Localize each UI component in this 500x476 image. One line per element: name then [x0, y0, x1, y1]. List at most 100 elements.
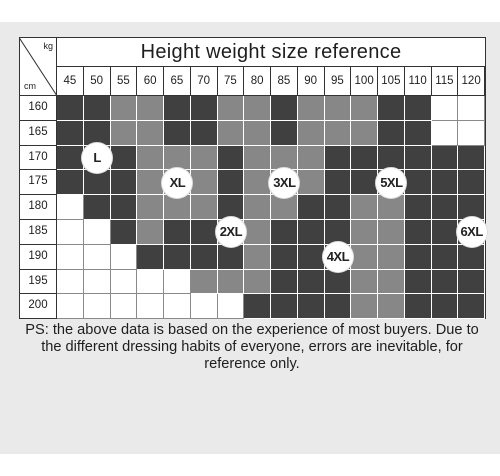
grid-cell — [83, 294, 111, 320]
grid-cell — [431, 195, 459, 220]
grid-cell — [110, 96, 138, 121]
height-header-160: 160 — [20, 96, 57, 121]
grid-cell — [110, 220, 138, 245]
grid-cell — [378, 120, 405, 146]
grid-cell — [137, 294, 164, 320]
weight-header-80: 80 — [244, 67, 271, 96]
weight-header-120: 120 — [458, 67, 485, 96]
grid-cell — [110, 170, 138, 196]
grid-cell — [57, 244, 84, 270]
grid-cell — [244, 170, 271, 196]
grid-cell — [110, 244, 138, 270]
grid-cell — [351, 120, 378, 146]
grid-cell — [190, 244, 218, 270]
weight-header-55: 55 — [110, 67, 138, 96]
grid-cell — [110, 294, 138, 320]
size-badge-3xl: 3XL — [269, 167, 300, 198]
grid-cell — [190, 170, 218, 196]
grid-cell — [297, 145, 325, 171]
grid-cell — [431, 145, 459, 171]
weight-header-110: 110 — [404, 67, 432, 96]
size-badge-xl: XL — [162, 167, 193, 198]
grid-cell — [137, 244, 164, 270]
grid-cell — [351, 145, 378, 171]
grid-cell — [137, 120, 164, 146]
grid-cell — [297, 269, 325, 295]
grid-cell — [458, 120, 485, 146]
grid-cell — [244, 96, 271, 121]
grid-cell — [244, 120, 271, 146]
grid-cell — [431, 244, 459, 270]
grid-cell — [57, 170, 84, 196]
corner-header: kg cm — [20, 38, 57, 96]
grid-cell — [164, 195, 191, 220]
top-margin — [0, 0, 500, 22]
grid-cell — [324, 120, 352, 146]
grid-cell — [57, 145, 84, 171]
grid-cell — [271, 294, 298, 320]
grid-cell — [190, 145, 218, 171]
grid-cell — [271, 244, 298, 270]
grid-cell — [271, 120, 298, 146]
grid-cell — [351, 220, 378, 245]
grid-cell — [244, 195, 271, 220]
grid-cell — [57, 220, 84, 245]
grid-cell — [378, 96, 405, 121]
grid-cell — [110, 145, 138, 171]
grid-cell — [351, 244, 378, 270]
grid-cell — [351, 195, 378, 220]
grid-cell — [324, 269, 352, 295]
grid-cell — [217, 269, 245, 295]
height-unit-label: cm — [24, 81, 36, 91]
height-header-200: 200 — [20, 294, 57, 320]
grid-cell — [110, 120, 138, 146]
grid-cell — [324, 170, 352, 196]
weight-header-90: 90 — [297, 67, 325, 96]
grid-cell — [110, 269, 138, 295]
grid-cell — [271, 220, 298, 245]
chart-title: Height weight size reference — [57, 38, 485, 67]
grid-cell — [217, 145, 245, 171]
grid-cell — [297, 195, 325, 220]
grid-cell — [244, 244, 271, 270]
grid-cell — [458, 195, 485, 220]
weight-header-115: 115 — [431, 67, 459, 96]
size-chart-table: kg cm Height weight size reference 45 50 5… — [19, 37, 487, 320]
grid-cell — [271, 145, 298, 171]
grid-cell — [404, 96, 432, 121]
grid-cell — [110, 195, 138, 220]
grid-cell — [164, 220, 191, 245]
weight-header-105: 105 — [378, 67, 405, 96]
grid-cell — [378, 244, 405, 270]
grid-cell — [458, 170, 485, 196]
weight-header-85: 85 — [271, 67, 298, 96]
weight-header-75: 75 — [217, 67, 245, 96]
grid-cell — [458, 294, 485, 320]
grid-cell — [351, 96, 378, 121]
grid-cell — [351, 170, 378, 196]
grid-cell — [217, 294, 245, 320]
weight-header-95: 95 — [324, 67, 352, 96]
grid-cell — [244, 145, 271, 171]
weight-header-50: 50 — [83, 67, 111, 96]
grid-cell — [271, 96, 298, 121]
grid-cell — [458, 145, 485, 171]
grid-cell — [217, 120, 245, 146]
grid-cell — [57, 120, 84, 146]
height-header-175: 175 — [20, 170, 57, 196]
grid-cell — [217, 96, 245, 121]
grid-cell — [324, 220, 352, 245]
grid-cell — [137, 170, 164, 196]
grid-cell — [271, 269, 298, 295]
grid-cell — [57, 195, 84, 220]
grid-cell — [431, 220, 459, 245]
grid-cell — [404, 195, 432, 220]
grid-cell — [378, 294, 405, 320]
grid-cell — [324, 294, 352, 320]
weight-header-65: 65 — [164, 67, 191, 96]
disclaimer-note: PS: the above data is based on the exper… — [25, 322, 479, 372]
weight-header-60: 60 — [137, 67, 164, 96]
grid-cell — [324, 195, 352, 220]
grid-cell — [137, 195, 164, 220]
grid-cell — [431, 294, 459, 320]
